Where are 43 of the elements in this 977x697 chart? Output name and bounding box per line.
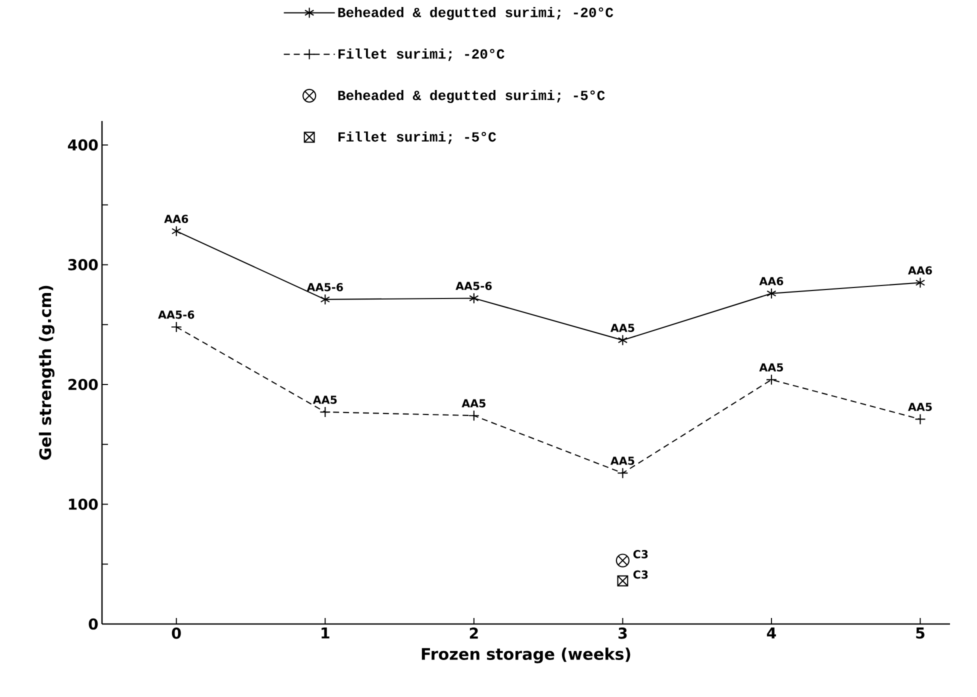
x-tick-label: 1	[322, 628, 330, 638]
point	[914, 414, 926, 425]
data-label: AA6	[164, 214, 188, 224]
data-label: AA5	[759, 363, 784, 372]
point	[468, 410, 480, 422]
y-tick-label: 200	[68, 378, 98, 390]
point	[320, 294, 330, 305]
y-tick-label: 100	[68, 498, 98, 510]
data-label: AA5-6	[456, 282, 492, 290]
data-label: AA5	[908, 402, 932, 412]
x-tick-label: 3	[618, 628, 627, 639]
point	[766, 374, 778, 386]
x-tick-label: 0	[172, 628, 181, 639]
legend-label: Beheaded & degutted surimi; -5°C	[338, 90, 605, 104]
data-label: AA5-6	[306, 282, 343, 292]
data-label: C3	[633, 570, 648, 579]
data-label: AA6	[759, 277, 784, 286]
legend-label: Fillet surimi; -5°C	[338, 131, 496, 144]
point	[617, 468, 628, 479]
point	[766, 288, 776, 299]
data-label: AA6	[908, 266, 932, 275]
y-tick-label: 300	[68, 259, 98, 270]
data-label: C3	[633, 550, 648, 558]
point	[172, 226, 182, 237]
point	[170, 321, 182, 333]
point	[320, 406, 331, 418]
x-tick-label: 2	[470, 628, 478, 639]
point	[915, 277, 926, 288]
data-label: AA5	[610, 456, 634, 465]
x-axis-title: Frozen storage (weeks)	[422, 648, 630, 664]
data-label: AA5	[462, 399, 486, 408]
data-label: AA5	[610, 324, 634, 332]
y-axis-title: Gel strength (g.cm)	[38, 286, 54, 460]
data-label: AA5	[312, 396, 337, 404]
y-tick-label: 0	[88, 618, 98, 630]
point	[469, 292, 479, 304]
data-label: AA5-6	[158, 310, 194, 319]
y-tick-label: 400	[68, 139, 98, 151]
legend-label: Fillet surimi; -20°C	[338, 48, 504, 62]
x-tick-label: 5	[916, 628, 924, 639]
legend-label: Beheaded & degutted surimi; -20°C	[338, 6, 614, 20]
point	[618, 334, 628, 346]
x-tick-label: 4	[766, 628, 776, 638]
